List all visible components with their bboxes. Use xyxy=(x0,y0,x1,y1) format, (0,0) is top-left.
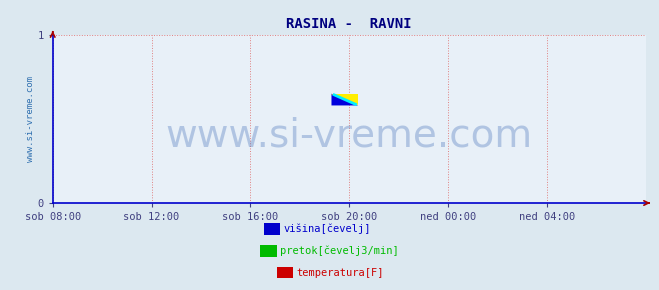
Text: www.si-vreme.com: www.si-vreme.com xyxy=(165,117,533,155)
Title: RASINA -  RAVNI: RASINA - RAVNI xyxy=(287,17,412,31)
Polygon shape xyxy=(331,94,358,106)
Text: temperatura[F]: temperatura[F] xyxy=(297,268,384,278)
Text: višina[čevelj]: višina[čevelj] xyxy=(283,224,371,234)
Y-axis label: www.si-vreme.com: www.si-vreme.com xyxy=(26,76,35,162)
Polygon shape xyxy=(331,94,358,106)
Text: pretok[čevelj3/min]: pretok[čevelj3/min] xyxy=(280,246,399,256)
